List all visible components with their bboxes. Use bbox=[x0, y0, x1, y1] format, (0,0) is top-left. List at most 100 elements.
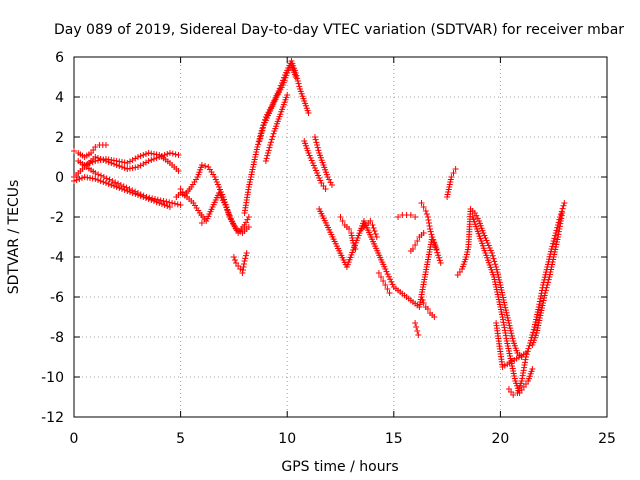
data-point bbox=[452, 166, 459, 172]
data-point bbox=[545, 279, 552, 286]
data-point bbox=[384, 271, 391, 278]
data-point bbox=[536, 301, 543, 308]
data-point bbox=[154, 196, 161, 203]
data-point bbox=[105, 181, 112, 187]
data-point bbox=[420, 300, 427, 306]
data-point bbox=[146, 194, 153, 201]
data-point bbox=[239, 270, 246, 276]
data-point bbox=[448, 174, 455, 180]
axis-ticks: 0 5 10 15 20 25 -12 -10 -8 -6 -4 -2 0 2 4 6 bbox=[41, 50, 616, 447]
data-point bbox=[73, 177, 80, 183]
data-point bbox=[124, 160, 131, 166]
series-arc-l bbox=[301, 138, 329, 192]
series-arc-d bbox=[75, 158, 184, 208]
data-point bbox=[175, 152, 182, 158]
y-tick-label: -10 bbox=[41, 370, 64, 386]
plot-frame bbox=[73, 56, 608, 418]
data-point bbox=[126, 186, 133, 192]
data-point bbox=[263, 155, 270, 162]
x-tick-label: 10 bbox=[278, 431, 296, 447]
data-point bbox=[92, 144, 99, 150]
data-point bbox=[509, 335, 516, 342]
data-point bbox=[536, 298, 543, 305]
data-point bbox=[140, 192, 147, 199]
data-point bbox=[423, 211, 430, 217]
data-point bbox=[198, 220, 205, 226]
data-point bbox=[415, 332, 422, 338]
data-point bbox=[522, 350, 529, 356]
data-point bbox=[434, 249, 441, 256]
data-point bbox=[223, 204, 230, 211]
y-tick-label: -12 bbox=[41, 410, 64, 426]
series-arc-v bbox=[444, 166, 459, 200]
data-point bbox=[161, 202, 168, 208]
data-point bbox=[268, 136, 275, 143]
data-point bbox=[102, 180, 109, 186]
data-point bbox=[126, 158, 133, 165]
data-point bbox=[245, 214, 252, 220]
data-point bbox=[559, 210, 566, 216]
series-arc-h bbox=[230, 250, 250, 276]
data-point bbox=[506, 322, 513, 329]
data-point bbox=[387, 276, 394, 283]
data-points bbox=[71, 58, 568, 398]
data-point bbox=[166, 150, 173, 156]
data-point bbox=[231, 257, 238, 263]
data-point bbox=[166, 204, 173, 210]
data-point bbox=[267, 139, 274, 146]
data-point bbox=[550, 238, 557, 244]
data-point bbox=[259, 127, 266, 134]
data-point bbox=[269, 133, 276, 140]
y-tick-label: -4 bbox=[50, 250, 64, 266]
data-point bbox=[242, 219, 249, 226]
data-point bbox=[492, 261, 499, 268]
data-point bbox=[526, 342, 533, 349]
data-point bbox=[110, 183, 117, 189]
data-point bbox=[240, 264, 247, 270]
data-point bbox=[552, 230, 559, 236]
data-point bbox=[510, 392, 517, 398]
data-point bbox=[241, 261, 248, 267]
data-point bbox=[493, 264, 500, 270]
data-point bbox=[149, 195, 156, 202]
y-tick-label: 2 bbox=[55, 130, 64, 146]
data-point bbox=[258, 130, 265, 136]
data-point bbox=[284, 70, 291, 76]
data-point bbox=[491, 258, 498, 265]
data-point bbox=[418, 200, 425, 206]
data-point bbox=[163, 198, 170, 205]
data-point bbox=[142, 151, 149, 157]
data-point bbox=[508, 332, 515, 339]
data-point bbox=[305, 110, 312, 116]
data-point bbox=[529, 366, 536, 372]
series-arc-p bbox=[375, 270, 393, 296]
series-arc-g bbox=[173, 190, 252, 236]
data-point bbox=[530, 326, 537, 333]
data-point bbox=[98, 172, 105, 179]
y-tick-label: 4 bbox=[55, 90, 64, 106]
data-point bbox=[71, 148, 77, 154]
data-point bbox=[339, 218, 346, 224]
data-point bbox=[100, 179, 107, 185]
data-point bbox=[108, 182, 115, 188]
data-point bbox=[226, 212, 233, 219]
data-point bbox=[102, 142, 109, 148]
data-point bbox=[89, 159, 96, 165]
data-point bbox=[412, 242, 419, 248]
data-point bbox=[473, 212, 480, 219]
data-point bbox=[504, 312, 511, 319]
data-point bbox=[431, 314, 438, 320]
data-point bbox=[267, 142, 274, 148]
data-point bbox=[430, 236, 437, 243]
data-point bbox=[285, 67, 292, 74]
data-point bbox=[148, 157, 155, 163]
data-point bbox=[560, 202, 567, 209]
y-tick-label: -8 bbox=[50, 330, 64, 346]
data-point bbox=[202, 163, 209, 169]
y-axis-label: SDTVAR / TECUs bbox=[6, 180, 22, 295]
data-point bbox=[542, 290, 549, 296]
data-point bbox=[76, 176, 83, 182]
data-point bbox=[535, 304, 542, 310]
data-point bbox=[239, 267, 246, 273]
